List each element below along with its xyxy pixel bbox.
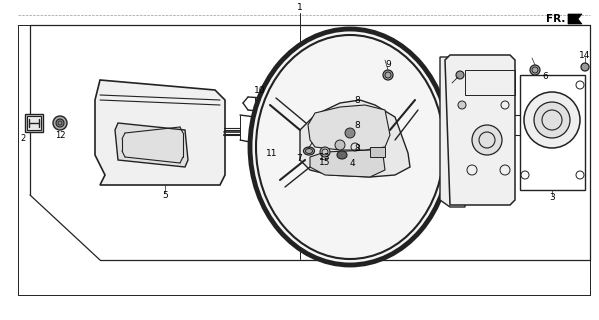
Polygon shape	[308, 105, 390, 150]
Text: 8: 8	[354, 143, 360, 153]
Text: 8: 8	[354, 95, 360, 105]
Ellipse shape	[337, 116, 353, 127]
Polygon shape	[115, 123, 188, 167]
Polygon shape	[310, 150, 385, 177]
Polygon shape	[95, 80, 225, 185]
Circle shape	[345, 128, 355, 138]
Circle shape	[530, 65, 540, 75]
Circle shape	[458, 101, 466, 109]
Text: 9: 9	[385, 60, 391, 68]
Polygon shape	[568, 14, 582, 24]
Bar	[465, 70, 515, 95]
Ellipse shape	[340, 98, 350, 106]
Circle shape	[456, 71, 464, 79]
Ellipse shape	[304, 147, 314, 155]
Polygon shape	[300, 100, 410, 177]
Circle shape	[53, 116, 67, 130]
Ellipse shape	[256, 35, 444, 259]
Text: 4: 4	[349, 158, 355, 167]
Ellipse shape	[337, 151, 347, 159]
Circle shape	[524, 92, 580, 148]
Circle shape	[534, 102, 570, 138]
Text: 12: 12	[55, 131, 65, 140]
Text: 1: 1	[297, 4, 303, 12]
Text: 8: 8	[354, 121, 360, 130]
Circle shape	[581, 63, 589, 71]
Circle shape	[320, 147, 330, 157]
Bar	[370, 147, 385, 157]
Text: 14: 14	[579, 51, 591, 60]
Bar	[520, 75, 585, 190]
Bar	[25, 114, 43, 132]
Ellipse shape	[340, 118, 350, 126]
Text: 3: 3	[549, 194, 555, 203]
Ellipse shape	[318, 142, 332, 152]
Text: 11: 11	[266, 148, 278, 157]
Bar	[27, 116, 41, 130]
Circle shape	[472, 125, 502, 155]
Text: 15: 15	[319, 157, 331, 166]
Text: 2: 2	[20, 133, 26, 142]
Ellipse shape	[340, 136, 350, 144]
Bar	[295, 131, 307, 145]
Text: 5: 5	[162, 190, 168, 199]
Circle shape	[335, 140, 345, 150]
Ellipse shape	[337, 134, 353, 146]
Text: 13: 13	[319, 153, 331, 162]
Polygon shape	[440, 57, 465, 207]
Text: 6: 6	[542, 71, 548, 81]
Ellipse shape	[337, 97, 353, 108]
Polygon shape	[445, 55, 515, 205]
Ellipse shape	[250, 29, 450, 265]
Circle shape	[383, 70, 393, 80]
Text: 7: 7	[296, 154, 302, 163]
Text: 10: 10	[254, 85, 266, 94]
Circle shape	[56, 119, 64, 127]
Text: FR.: FR.	[546, 14, 565, 24]
